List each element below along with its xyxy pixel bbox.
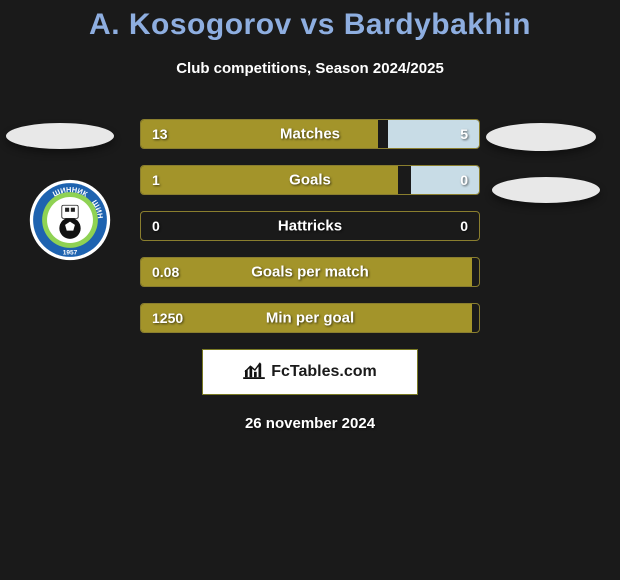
chart-icon: [243, 361, 265, 384]
stat-row: Min per goal1250: [140, 303, 480, 333]
bar-left: [141, 166, 398, 194]
bar-left: [141, 304, 472, 332]
brand-box[interactable]: FcTables.com: [202, 349, 418, 395]
stat-row: Matches135: [140, 119, 480, 149]
page-title: A. Kosogorov vs Bardybakhin: [0, 8, 620, 42]
marker-oval: [6, 123, 114, 149]
stat-row: Goals per match0.08: [140, 257, 480, 287]
bar-track: [140, 257, 480, 287]
bar-left: [141, 258, 472, 286]
brand-text: FcTables.com: [271, 363, 377, 381]
bar-track: [140, 303, 480, 333]
bar-track: [140, 211, 480, 241]
stat-row: Goals10: [140, 165, 480, 195]
subtitle: Club competitions, Season 2024/2025: [0, 60, 620, 77]
marker-oval: [492, 177, 600, 203]
bar-right: [388, 120, 479, 148]
stat-row: Hattricks00: [140, 211, 480, 241]
bar-right: [411, 166, 479, 194]
marker-oval: [486, 123, 596, 151]
date-line: 26 november 2024: [0, 415, 620, 432]
bar-track: [140, 119, 480, 149]
bar-track: [140, 165, 480, 195]
svg-text:1957: 1957: [63, 249, 78, 256]
club-badge-icon: ШИННИК ШИННИК 1957: [29, 179, 111, 261]
bar-left: [141, 120, 378, 148]
